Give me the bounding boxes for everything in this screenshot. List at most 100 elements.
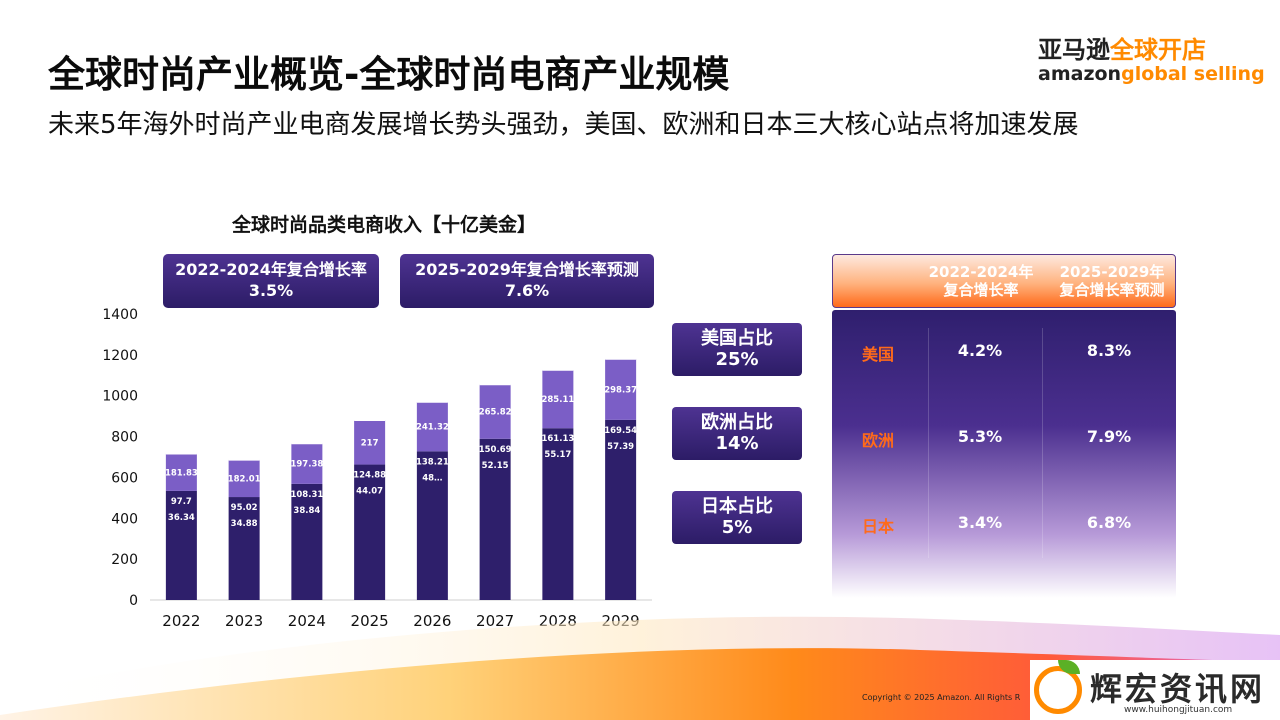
bar-segment-label: 97.7 xyxy=(171,497,192,507)
cagr-box-2025-2029: 2025-2029年复合增长率预测 7.6% xyxy=(400,254,654,308)
y-tick-label: 1200 xyxy=(102,348,138,364)
bar-segment-label: 181.83 xyxy=(165,468,198,478)
bar-segment-label: 265.82 xyxy=(479,408,512,418)
bar-lower-segment xyxy=(354,464,386,600)
bar-top-segment xyxy=(228,459,260,498)
x-tick-label: 2022 xyxy=(162,612,200,630)
bar-segment-label: 52.15 xyxy=(482,461,509,471)
y-tick-label: 0 xyxy=(129,593,138,609)
share-value: 14% xyxy=(715,433,759,454)
copyright-text: Copyright © 2025 Amazon. All Rights R xyxy=(862,693,1021,702)
cell-europe-2025-2029: 7.9% xyxy=(1086,427,1132,446)
bar-segment-label: 241.32 xyxy=(416,423,449,433)
bar-segment-label: 48… xyxy=(422,473,442,483)
footer-gradient-wave xyxy=(0,616,1280,720)
table-header-line: 复合增长率预测 xyxy=(1059,281,1165,299)
bar-lower-segment xyxy=(165,490,197,600)
bar-lower-segment xyxy=(291,483,323,600)
bar-segment-label: 182.01 xyxy=(228,474,261,484)
logo-cn-part2: 全球开店 xyxy=(1110,36,1206,64)
share-value: 5% xyxy=(721,517,753,538)
page-title: 全球时尚产业概览-全球时尚电商产业规模 xyxy=(48,53,730,96)
watermark-logo-icon xyxy=(1034,666,1082,714)
logo-en-part2: global selling xyxy=(1121,63,1265,85)
share-label: 日本占比 xyxy=(701,496,773,517)
x-tick-label: 2024 xyxy=(288,612,326,630)
bar-top-segment xyxy=(605,358,637,420)
cagr-label: 2025-2029年复合增长率预测 xyxy=(415,260,639,279)
bar-lower-segment xyxy=(479,438,511,600)
bar-segment-label: 38.84 xyxy=(293,506,320,516)
bar-segment-label: 44.07 xyxy=(356,487,383,497)
bar-segment-label: 95.02 xyxy=(231,503,258,513)
watermark-url: www.huihongjituan.com xyxy=(1124,705,1233,715)
row-label-japan: 日本 xyxy=(862,517,895,536)
table-header-line: 2025-2029年 xyxy=(1059,263,1165,281)
bar-segment-label: 285.11 xyxy=(541,395,574,405)
cell-japan-2022-2024: 3.4% xyxy=(957,513,1003,532)
bar-segment-label: 298.37 xyxy=(604,385,637,395)
bar-segment-label: 150.69 xyxy=(479,445,512,455)
bar-segment-label: 124.88 xyxy=(353,471,386,481)
cagr-value: 7.6% xyxy=(504,281,550,300)
bar-top-segment xyxy=(291,443,323,484)
bar-lower-segment xyxy=(228,497,260,600)
bar-segment-label: 169.54 xyxy=(604,426,637,436)
table-header-cagr-2022-2024: 2022-2024年 复合增长率 xyxy=(921,263,1041,299)
amazon-global-selling-logo: 亚马逊全球开店 amazonglobal selling xyxy=(1038,36,1265,86)
bar-segment-label: 161.13 xyxy=(541,434,574,444)
bar-segment-label: 138.21 xyxy=(416,457,449,467)
table-header-line: 2022-2024年 xyxy=(928,263,1034,281)
share-label: 欧洲占比 xyxy=(701,412,773,433)
cell-us-2022-2024: 4.2% xyxy=(957,341,1003,360)
table-header-line: 复合增长率 xyxy=(943,281,1019,299)
y-tick-label: 1000 xyxy=(102,389,138,405)
row-label-europe: 欧洲 xyxy=(862,431,895,450)
logo-en-part1: amazon xyxy=(1038,63,1122,85)
cagr-box-2022-2024: 2022-2024年复合增长率 3.5% xyxy=(163,254,379,308)
page-subtitle: 未来5年海外时尚产业电商发展增长势头强劲，美国、欧洲和日本三大核心站点将加速发展 xyxy=(48,110,1079,140)
bar-segment-label: 34.88 xyxy=(231,519,258,529)
share-box-europe: 欧洲占比 14% xyxy=(672,407,802,460)
share-box-us: 美国占比 25% xyxy=(672,323,802,376)
logo-cn-part1: 亚马逊 xyxy=(1038,36,1110,64)
y-tick-label: 600 xyxy=(111,470,138,486)
bar-segment-label: 197.38 xyxy=(290,460,323,470)
bar-segment-label: 57.39 xyxy=(607,442,634,452)
x-tick-label: 2026 xyxy=(413,612,451,630)
bar-lower-segment xyxy=(605,419,637,600)
cagr-label: 2022-2024年复合增长率 xyxy=(175,260,367,279)
x-tick-label: 2023 xyxy=(225,612,263,630)
cell-us-2025-2029: 8.3% xyxy=(1086,341,1132,360)
cell-japan-2025-2029: 6.8% xyxy=(1086,513,1132,532)
bar-lower-segment xyxy=(416,451,448,600)
bar-segment-label: 217 xyxy=(361,438,379,448)
share-label: 美国占比 xyxy=(701,328,773,349)
bar-lower-segment xyxy=(542,428,574,600)
table-divider xyxy=(928,328,929,558)
x-tick-label: 2025 xyxy=(351,612,389,630)
bar-top-segment xyxy=(542,369,574,429)
cell-europe-2022-2024: 5.3% xyxy=(957,427,1003,446)
chart-title: 全球时尚品类电商收入【十亿美金】 xyxy=(232,214,537,236)
bar-segment-label: 55.17 xyxy=(544,450,571,460)
share-box-japan: 日本占比 5% xyxy=(672,491,802,544)
bar-top-segment xyxy=(416,402,448,452)
row-label-us: 美国 xyxy=(862,345,895,364)
bar-top-segment xyxy=(165,453,197,491)
cagr-value: 3.5% xyxy=(248,281,294,300)
table-body xyxy=(832,310,1176,598)
bar-top-segment xyxy=(354,420,386,465)
bar-top-segment xyxy=(479,384,511,439)
share-value: 25% xyxy=(715,349,759,370)
x-tick-label: 2027 xyxy=(476,612,514,630)
bar-segment-label: 108.31 xyxy=(290,490,323,500)
table-divider xyxy=(1042,328,1043,558)
watermark-leaf-icon xyxy=(1058,660,1080,674)
y-tick-label: 400 xyxy=(111,511,138,527)
bar-segment-label: 36.34 xyxy=(168,513,195,523)
table-header-cagr-2025-2029: 2025-2029年 复合增长率预测 xyxy=(1047,263,1177,299)
y-tick-label: 1400 xyxy=(102,307,138,323)
y-tick-label: 800 xyxy=(111,430,138,446)
y-tick-label: 200 xyxy=(111,552,138,568)
